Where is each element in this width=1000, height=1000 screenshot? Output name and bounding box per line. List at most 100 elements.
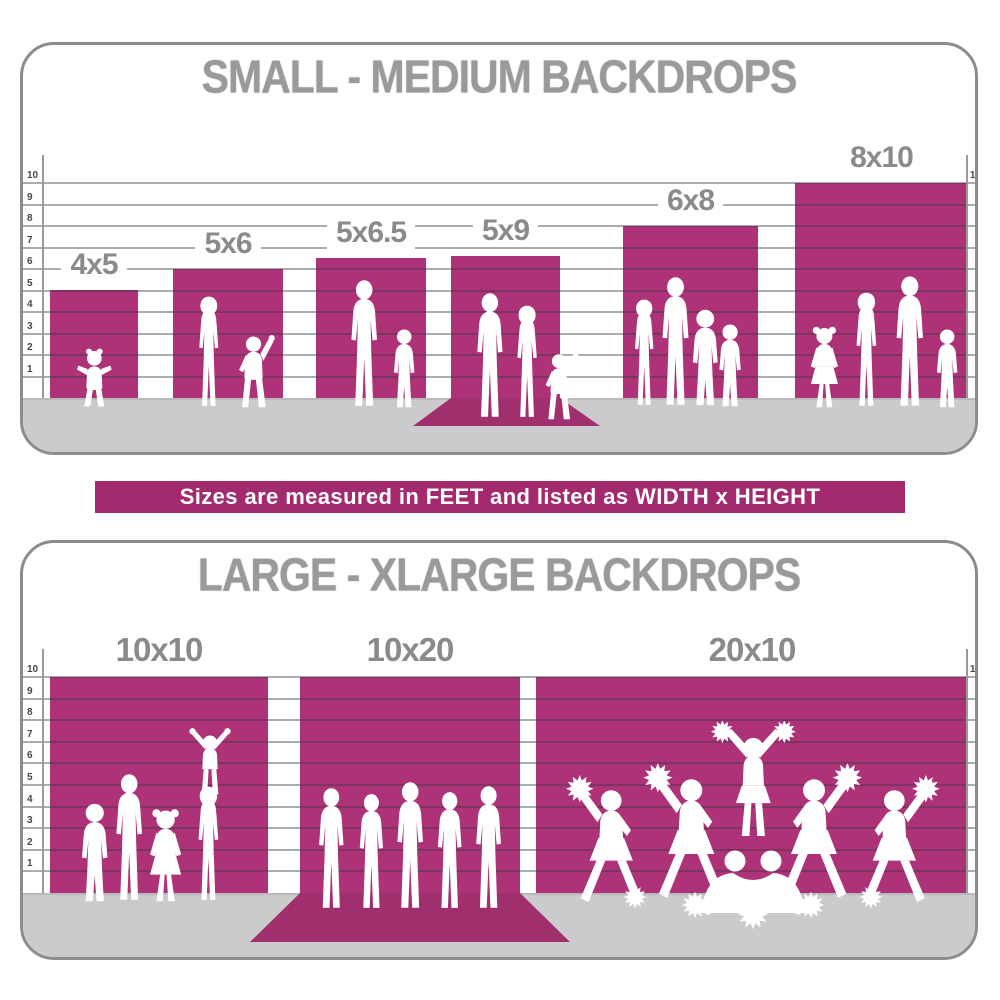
figure-pom-pom-silhouette — [859, 885, 883, 909]
figure-man-silhouette — [116, 774, 142, 900]
figure-childUp-silhouette — [239, 335, 275, 408]
ruler-number-right: 2 — [969, 837, 975, 849]
ruler-divider-right — [966, 155, 968, 398]
ruler-number-right: 10 — [969, 664, 976, 675]
backdrop-size-text: 20x10 — [699, 632, 805, 668]
ruler-number-left: 5 — [27, 277, 33, 289]
ruler-number-right: 7 — [969, 729, 975, 741]
ruler-number-left: 4 — [27, 793, 33, 805]
ruler-number-right: 4 — [969, 299, 975, 311]
figure-man-silhouette — [397, 782, 423, 908]
backdrop-size-label: 20x10 — [506, 631, 975, 669]
figure-girl-silhouette — [150, 809, 182, 902]
figure-woman-silhouette — [199, 296, 219, 406]
gridline-2ft — [23, 848, 975, 851]
backdrop-size-label: 4x5 — [23, 248, 168, 282]
figure-woman-silhouette — [856, 292, 876, 406]
figure-boy-silhouette — [82, 803, 108, 902]
ruler-divider-left — [42, 649, 44, 893]
ruler-number-right: 5 — [969, 278, 975, 290]
ruler-number-right: 5 — [969, 772, 975, 784]
ruler-divider-right — [966, 649, 968, 893]
gridline-5ft — [23, 289, 975, 292]
figure-pom-pom-silhouette — [623, 885, 647, 909]
gridline-7ft — [23, 246, 975, 249]
figure-man-silhouette — [351, 280, 377, 406]
ruler-number-left: 7 — [27, 234, 33, 246]
panel-title-text: SMALL - MEDIUM BACKDROPS — [201, 51, 798, 103]
backdrop-size-text: 5x6.5 — [326, 216, 416, 250]
gridline-1ft — [23, 375, 975, 378]
backdrop-size-text: 6x8 — [657, 184, 724, 218]
backdrop-5x9 — [451, 256, 560, 398]
backdrop-size-label: 5x6 — [143, 227, 313, 261]
gridline-4ft — [23, 805, 975, 808]
figure-cheer-silhouette — [781, 763, 863, 898]
ruler-number-left: 6 — [27, 256, 33, 267]
ruler-number-right: 3 — [969, 321, 975, 333]
figure-toddler-silhouette — [76, 348, 112, 407]
figure-pom-pom-silhouette — [797, 891, 825, 919]
ruler-number-right: 10 — [969, 170, 976, 181]
gridline-8ft — [23, 719, 975, 722]
gridline-10ft — [23, 676, 975, 678]
ruler-number-left: 3 — [27, 320, 33, 332]
figure-boy-silhouette — [719, 324, 741, 407]
gridline-2ft — [23, 354, 975, 356]
ruler-number-left: 8 — [27, 213, 33, 224]
backdrop-size-label: 5x9 — [421, 214, 590, 248]
figure-childV-silhouette — [189, 728, 231, 795]
ruler-number-right: 8 — [969, 707, 975, 719]
figure-man-silhouette — [662, 277, 688, 405]
ruler-number-left: 9 — [27, 685, 33, 697]
ruler-number-right: 6 — [969, 256, 975, 268]
gridline-10ft — [23, 182, 975, 184]
panel-title-text: LARGE - XLARGE BACKDROPS — [197, 549, 801, 601]
small-medium-chart: 4x5 5x6 5x6.5 5x9 6x8 8x10 10 10 9 9 8 8 7 7 6 6 5 5 4 4 3 3 2… — [23, 45, 975, 452]
figure-flyer-silhouette — [710, 721, 796, 837]
figure-man-silhouette — [359, 794, 383, 908]
ruler-number-right: 7 — [969, 235, 975, 247]
figure-woman-silhouette — [517, 305, 537, 417]
backdrop-size-text: 5x6 — [195, 227, 261, 261]
figure-man-silhouette — [438, 792, 462, 908]
figure-childUp-silhouette — [545, 352, 579, 420]
figure-boy-silhouette — [692, 309, 718, 406]
panel-title-large-xlarge: LARGE - XLARGE BACKDROPS — [23, 549, 975, 601]
gridline-7ft — [23, 740, 975, 743]
backdrop-size-label: 10x20 — [270, 631, 550, 669]
ruler-number-right: 1 — [969, 364, 975, 376]
ruler-number-right: 6 — [969, 750, 975, 762]
ruler-number-left: 10 — [27, 170, 39, 181]
gridline-5ft — [23, 784, 975, 786]
gridline-9ft — [23, 697, 975, 700]
backdrop-size-text: 10x10 — [106, 632, 212, 668]
gridline-9ft — [23, 203, 975, 206]
size-note-banner: Sizes are measured in FEET and listed as… — [95, 481, 905, 513]
ruler-number-left: 2 — [27, 836, 33, 848]
ruler-number-left: 5 — [27, 772, 33, 783]
ruler-number-left: 3 — [27, 815, 33, 827]
panel-large-xlarge-backdrops: 10x10 10x20 20x10 10 10 9 9 8 8 7 7 6 6 5 5 4 4 3 3 2 2 1 1 LA… — [20, 540, 978, 960]
gridline-1ft — [23, 870, 975, 873]
ruler-number-left: 9 — [27, 191, 33, 203]
backdrop-size-text: 4x5 — [61, 248, 127, 282]
figure-base-silhouette — [701, 850, 805, 915]
ruler-number-right: 1 — [969, 858, 975, 870]
backdrop-size-text: 5x9 — [472, 214, 539, 248]
ruler-number-left: 7 — [27, 728, 33, 740]
figure-man-silhouette — [476, 786, 502, 908]
ruler-number-left: 1 — [27, 858, 33, 870]
panel-small-medium-backdrops: 4x5 5x6 5x6.5 5x9 6x8 8x10 10 10 9 9 8 8 7 7 6 6 5 5 4 4 3 3 2… — [20, 42, 978, 455]
backdrop-size-label: 6x8 — [593, 184, 788, 218]
ruler-number-right: 9 — [969, 686, 975, 698]
figure-man-silhouette — [318, 788, 344, 908]
backdrop-size-text: 10x20 — [357, 632, 463, 668]
backdrop-5x6 — [173, 269, 283, 398]
backdrop-size-label: 5x6.5 — [286, 216, 456, 250]
backdrop-size-label: 8x10 — [765, 141, 975, 175]
figure-girl-silhouette — [810, 326, 838, 408]
ruler-number-right: 2 — [969, 342, 975, 354]
figure-woman-silhouette — [634, 299, 654, 405]
